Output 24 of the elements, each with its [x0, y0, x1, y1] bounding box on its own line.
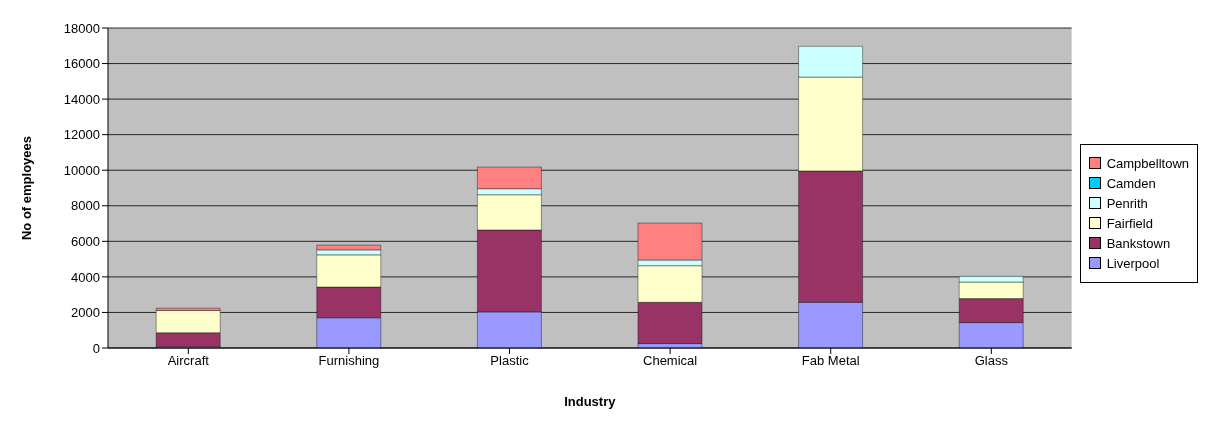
y-axis-title: No of employees: [18, 135, 34, 241]
x-tick-label: Glass: [974, 353, 1009, 369]
y-tick-label: 0: [92, 340, 100, 356]
y-tick-label: 10000: [63, 162, 100, 178]
x-axis-title: Industry: [564, 394, 617, 409]
legend-label: Fairfield: [1106, 215, 1153, 231]
x-tick-label: Fab Metal: [801, 353, 860, 369]
legend-label: Liverpool: [1106, 255, 1160, 271]
y-tick-label: 6000: [71, 233, 100, 249]
y-tick-label: 18000: [63, 20, 100, 36]
x-tick-label: Plastic: [490, 353, 530, 369]
x-tick-label: Aircraft: [167, 353, 210, 369]
x-tick-label: Chemical: [643, 353, 698, 369]
legend-label: Bankstown: [1106, 235, 1171, 251]
x-tick-label: Furnishing: [318, 353, 380, 369]
legend-label: Penrith: [1106, 195, 1148, 211]
y-tick-label: 12000: [63, 127, 100, 143]
y-tick-label: 8000: [71, 198, 100, 214]
y-tick-label: 14000: [63, 91, 100, 107]
legend-label: Camden: [1106, 175, 1156, 191]
y-tick-label: 4000: [71, 269, 100, 285]
y-tick-label: 2000: [71, 305, 100, 321]
legend-label: Campbelltown: [1106, 155, 1189, 171]
y-tick-label: 16000: [63, 56, 100, 72]
